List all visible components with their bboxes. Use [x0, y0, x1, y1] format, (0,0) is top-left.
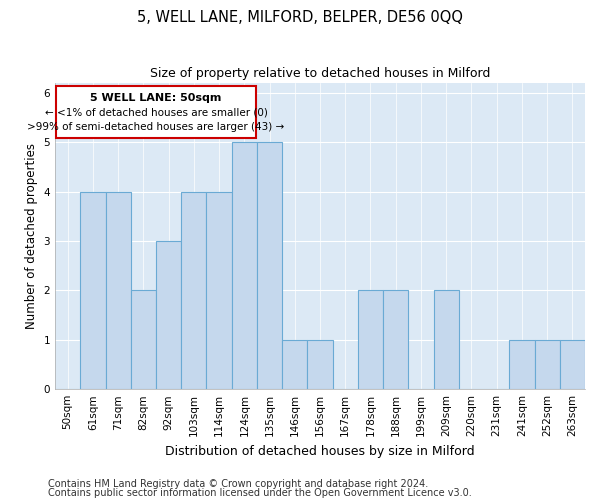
Bar — [131, 290, 156, 389]
Bar — [535, 340, 560, 389]
Bar — [156, 241, 181, 389]
Bar — [106, 192, 131, 389]
Y-axis label: Number of detached properties: Number of detached properties — [25, 143, 38, 329]
Bar — [509, 340, 535, 389]
Bar — [307, 340, 332, 389]
Text: >99% of semi-detached houses are larger (43) →: >99% of semi-detached houses are larger … — [28, 122, 284, 132]
Bar — [206, 192, 232, 389]
Bar — [282, 340, 307, 389]
Text: ← <1% of detached houses are smaller (0): ← <1% of detached houses are smaller (0) — [44, 108, 268, 118]
Title: Size of property relative to detached houses in Milford: Size of property relative to detached ho… — [150, 68, 490, 80]
Text: 5 WELL LANE: 50sqm: 5 WELL LANE: 50sqm — [91, 93, 221, 103]
Bar — [80, 192, 106, 389]
Bar — [560, 340, 585, 389]
X-axis label: Distribution of detached houses by size in Milford: Distribution of detached houses by size … — [165, 444, 475, 458]
Bar — [358, 290, 383, 389]
FancyBboxPatch shape — [56, 86, 256, 138]
Bar — [181, 192, 206, 389]
Text: Contains public sector information licensed under the Open Government Licence v3: Contains public sector information licen… — [48, 488, 472, 498]
Bar — [257, 142, 282, 389]
Text: Contains HM Land Registry data © Crown copyright and database right 2024.: Contains HM Land Registry data © Crown c… — [48, 479, 428, 489]
Bar — [232, 142, 257, 389]
Text: 5, WELL LANE, MILFORD, BELPER, DE56 0QQ: 5, WELL LANE, MILFORD, BELPER, DE56 0QQ — [137, 10, 463, 25]
Bar — [434, 290, 459, 389]
Bar — [383, 290, 409, 389]
